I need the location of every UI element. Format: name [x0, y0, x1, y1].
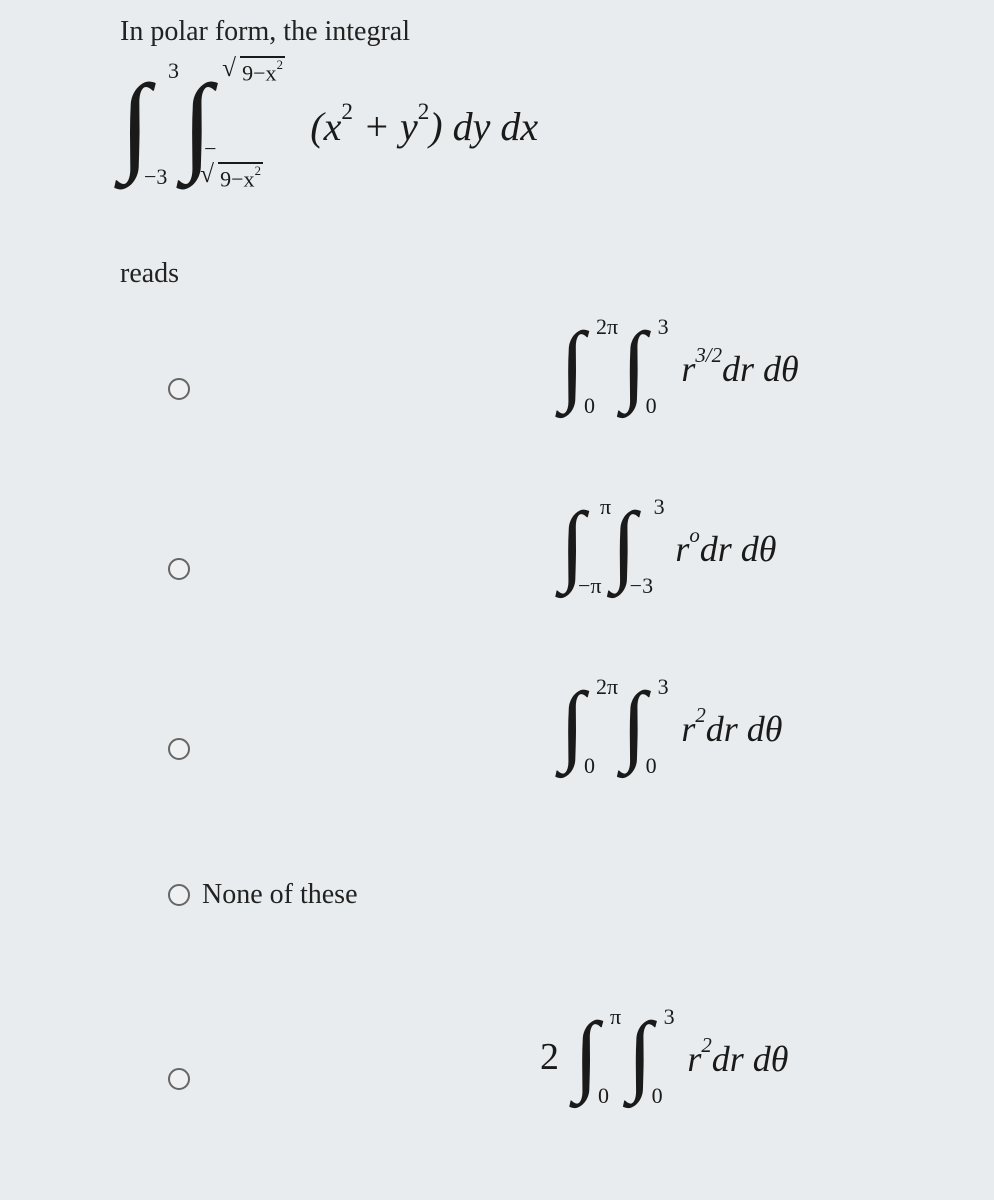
outer-integral: ∫ 3 −3 [120, 78, 150, 170]
radio-d[interactable] [168, 884, 190, 906]
integrand: (x2 + y2) dy dx [310, 99, 538, 150]
option-a-math: ∫ 2π 0 ∫ 3 0 r3/2dr dθ [560, 330, 799, 403]
option-d: None of these [120, 880, 970, 980]
option-a: ∫ 2π 0 ∫ 3 0 r3/2dr dθ [120, 340, 970, 440]
reads-text: reads [120, 258, 970, 290]
main-integral: ∫ 3 −3 ∫ 9−x2 −9−x2 (x2 + y2) dy dx [120, 78, 970, 208]
inner-upper: 9−x2 [226, 56, 285, 86]
option-e-math: 2 ∫ π 0 ∫ 3 0 r2dr dθ [540, 1020, 788, 1093]
question-page: In polar form, the integral ∫ 3 −3 ∫ 9−x… [0, 0, 994, 1146]
option-e: 2 ∫ π 0 ∫ 3 0 r2dr dθ [120, 1030, 970, 1130]
inner-lower: −9−x2 [204, 136, 263, 192]
radio-e[interactable] [168, 1068, 190, 1090]
radio-b[interactable] [168, 558, 190, 580]
inner-integral: ∫ 9−x2 −9−x2 [182, 78, 212, 170]
outer-lower: −3 [144, 164, 167, 190]
option-d-label: None of these [202, 880, 970, 910]
radio-c[interactable] [168, 738, 190, 760]
option-b-math: ∫ π −π ∫ 3 −3 rodr dθ [560, 510, 776, 583]
prompt-text: In polar form, the integral [120, 16, 970, 48]
option-c: ∫ 2π 0 ∫ 3 0 r2dr dθ [120, 700, 970, 800]
option-b: ∫ π −π ∫ 3 −3 rodr dθ [120, 520, 970, 620]
radio-a[interactable] [168, 378, 190, 400]
outer-upper: 3 [168, 58, 179, 84]
option-c-math: ∫ 2π 0 ∫ 3 0 r2dr dθ [560, 690, 782, 763]
